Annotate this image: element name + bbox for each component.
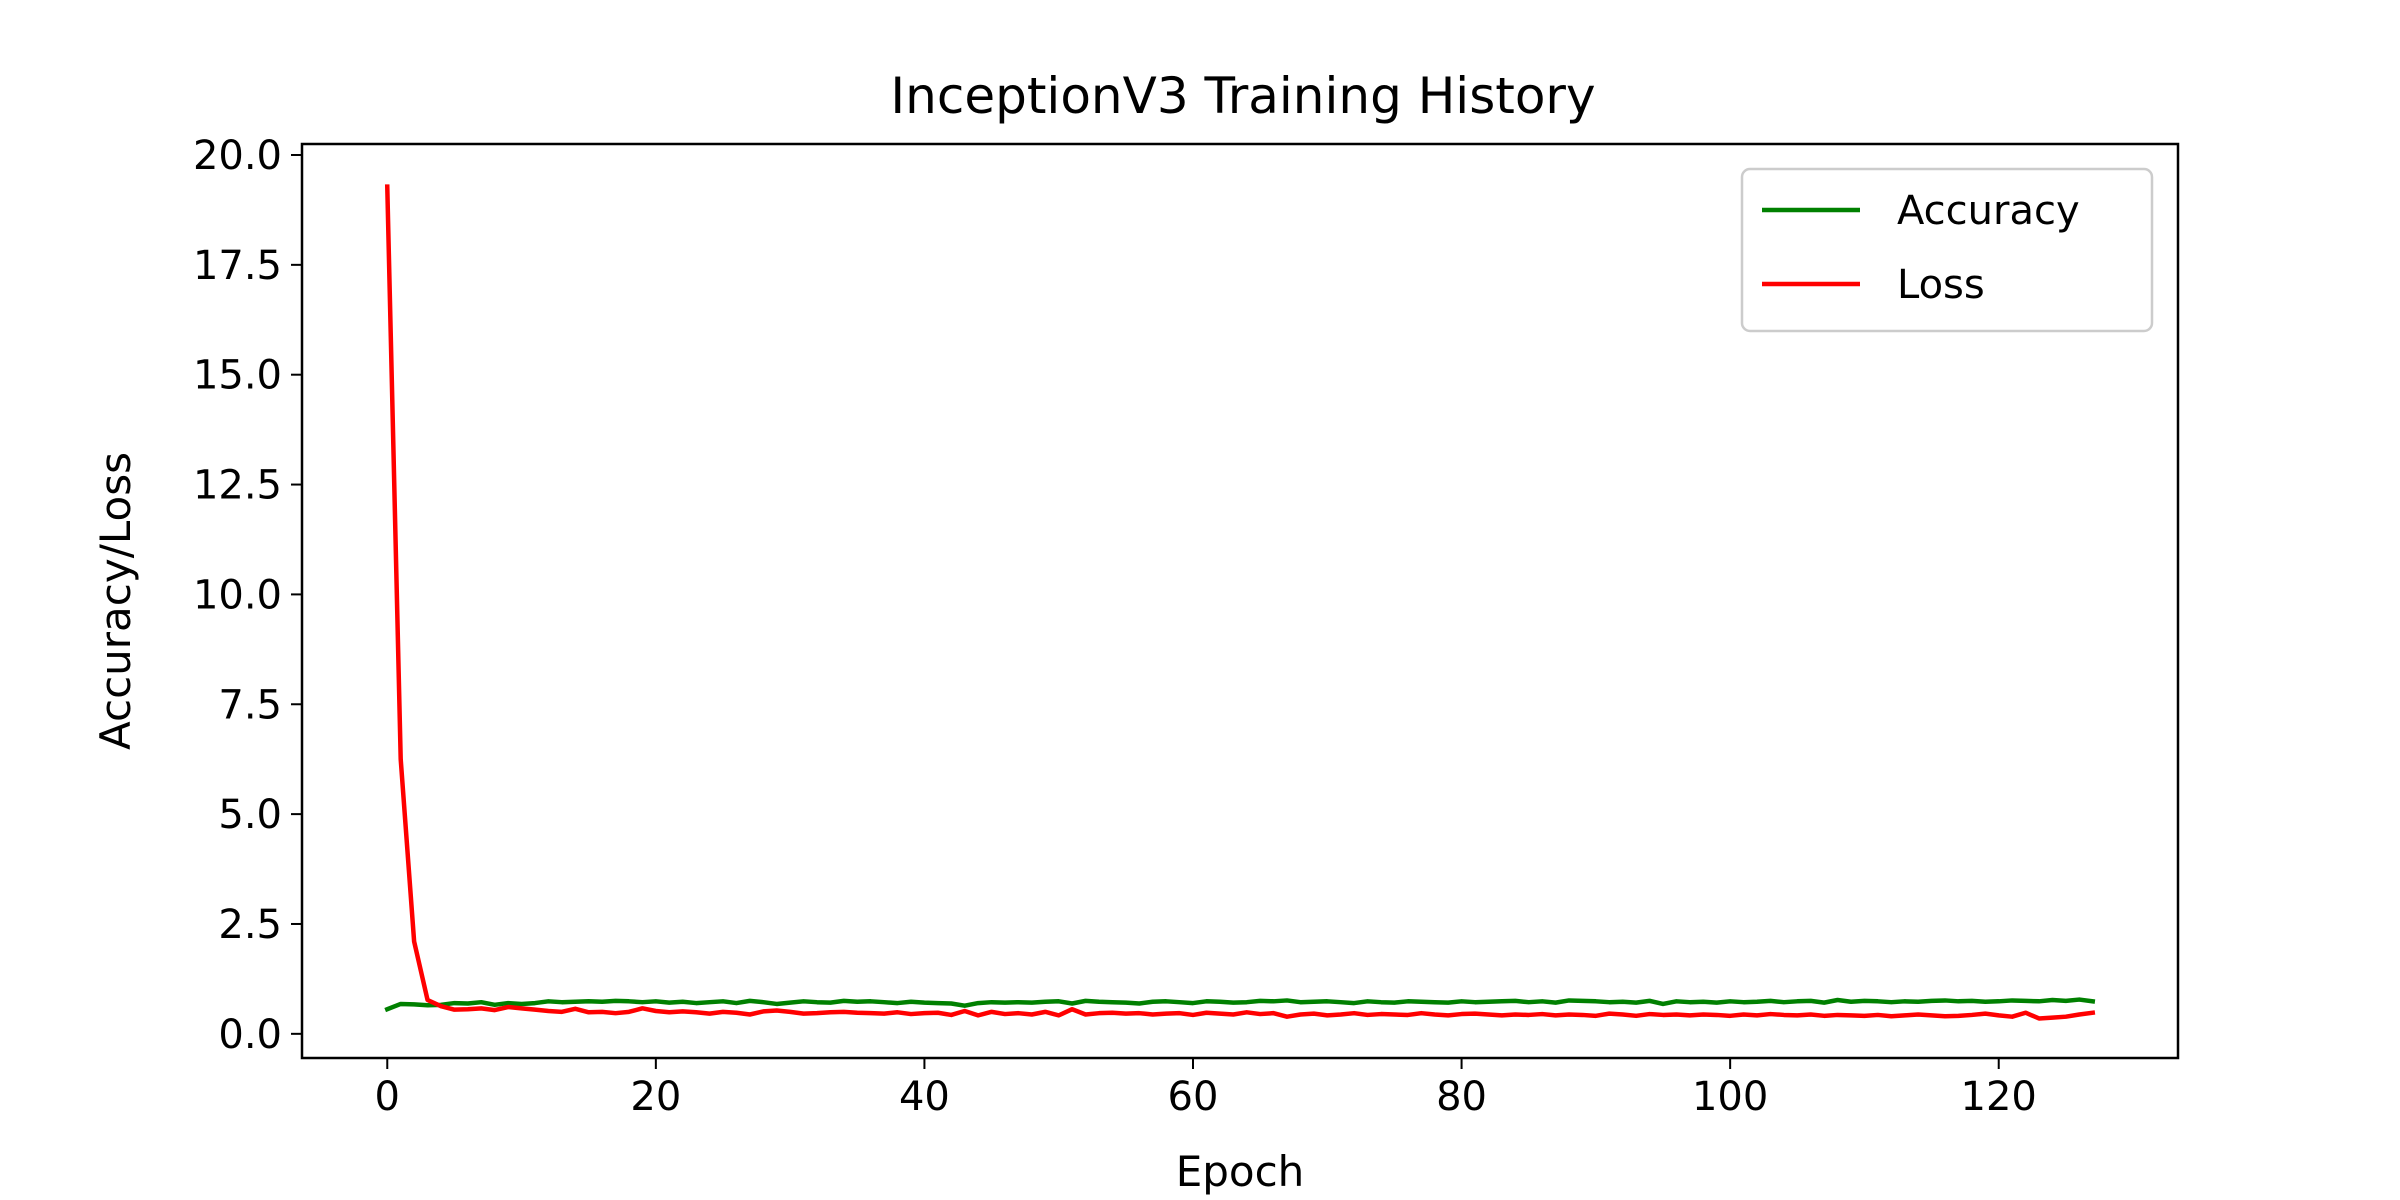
y-axis: 0.0 2.5 5.0 7.5 10.0 12.5 15.0 17.5 20.0 (193, 133, 302, 1058)
x-axis: 0 20 40 60 80 100 120 (375, 1058, 2037, 1120)
y-tick-label: 12.5 (193, 463, 282, 509)
series-line-loss (384, 184, 2096, 1021)
x-tick-label: 60 (1168, 1074, 1219, 1120)
x-tick-label: 100 (1692, 1074, 1768, 1120)
y-tick-label: 17.5 (193, 243, 282, 289)
y-tick-label: 0.0 (218, 1012, 282, 1058)
series-line-accuracy (384, 997, 2096, 1013)
y-tick-label: 20.0 (193, 133, 282, 179)
x-tick-label: 0 (375, 1074, 400, 1120)
legend-label-loss: Loss (1897, 262, 1985, 308)
x-tick-label: 120 (1961, 1074, 2037, 1120)
x-axis-title: Epoch (1176, 1147, 1305, 1196)
series-group (384, 184, 2096, 1021)
y-tick-label: 2.5 (218, 902, 282, 948)
x-tick-label: 20 (630, 1074, 681, 1120)
y-tick-label: 10.0 (193, 572, 282, 618)
x-tick-label: 40 (899, 1074, 950, 1120)
legend-label-accuracy: Accuracy (1897, 188, 2080, 234)
y-axis-title: Accuracy/Loss (91, 452, 140, 750)
y-tick-label: 15.0 (193, 353, 282, 399)
y-tick-label: 5.0 (218, 792, 282, 838)
legend: Accuracy Loss (1740, 167, 2154, 333)
y-tick-label: 7.5 (218, 682, 282, 728)
plot-area-frame (300, 142, 2180, 1060)
chart-title: InceptionV3 Training History (890, 67, 1595, 125)
x-tick-label: 80 (1436, 1074, 1487, 1120)
